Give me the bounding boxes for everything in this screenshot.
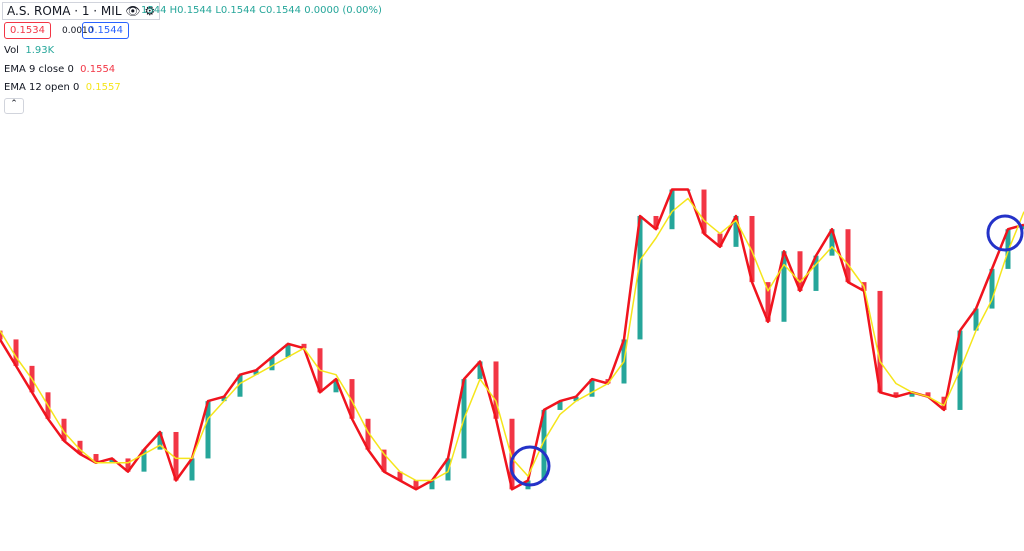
candle-body <box>493 361 499 419</box>
candle-body <box>589 379 595 397</box>
candle-body <box>749 215 755 283</box>
candle-body <box>269 357 275 371</box>
candle-body <box>733 215 739 247</box>
collapse-button[interactable]: ⌃ <box>4 98 24 114</box>
candle-body <box>893 392 899 397</box>
candle-body <box>141 449 147 472</box>
buy-button[interactable]: 0.1544 <box>82 22 129 39</box>
candle-body <box>0 330 3 340</box>
legend-label: EMA 12 open 0 <box>4 82 80 93</box>
legend-ema12: EMA 12 open 0 0.1557 <box>4 82 121 93</box>
candle-body <box>61 418 67 441</box>
candle-body <box>557 401 563 410</box>
candle-body <box>429 480 435 490</box>
candle-body <box>13 339 19 366</box>
highlight-circle <box>986 214 1024 252</box>
symbol[interactable]: A.S. ROMA · 1 · MIL 👁 ⚙ <box>2 2 161 20</box>
candle-body <box>333 379 339 393</box>
candle-body <box>365 418 371 450</box>
candle-body <box>381 449 387 472</box>
candle-body <box>189 458 195 481</box>
legend-vol: Vol 1.93K <box>4 45 54 56</box>
candle-body <box>813 255 819 291</box>
candle-body <box>989 268 995 309</box>
candle-body <box>765 282 771 322</box>
candle-body <box>701 189 707 234</box>
candle-body <box>1021 224 1024 230</box>
candle-body <box>109 458 115 463</box>
symbol-text: A.S. ROMA · 1 · MIL <box>7 4 122 18</box>
candle-body <box>669 189 675 230</box>
highlight-circle <box>509 445 551 487</box>
legend-ema9: EMA 9 close 0 0.1554 <box>4 64 115 75</box>
candle-body <box>717 233 723 247</box>
ohlc: 1544 H0.1544 L0.1544 C0.1544 0.0000 (0.0… <box>141 5 382 16</box>
candle-body <box>637 215 643 340</box>
candle-body <box>397 471 403 481</box>
legend-value: 1.93K <box>25 45 55 56</box>
legend-label: EMA 9 close 0 <box>4 64 74 75</box>
candle-body <box>477 361 483 380</box>
legend-label: Vol <box>4 45 19 56</box>
legend-value: 0.1557 <box>85 82 121 93</box>
candle-body <box>237 374 243 397</box>
candle-body <box>125 458 131 472</box>
candle-body <box>941 396 947 410</box>
ema-line <box>0 188 1024 491</box>
candle-body <box>173 431 179 481</box>
sell-button[interactable]: 0.1534 <box>4 22 51 39</box>
candle-body <box>653 215 659 230</box>
candle-body <box>285 343 291 358</box>
candle-body <box>541 409 547 481</box>
candle-body <box>77 440 83 455</box>
candle-body <box>573 396 579 402</box>
candle-body <box>973 308 979 331</box>
candle-body <box>93 454 99 463</box>
plot <box>0 188 1024 491</box>
candle-body <box>413 480 419 490</box>
candle-body <box>797 251 803 291</box>
settings-icon[interactable]: ⚙ <box>144 4 156 18</box>
candle-body <box>349 379 355 419</box>
spread: 0.0010 <box>62 26 94 36</box>
candle-body <box>845 229 851 283</box>
candle-body <box>221 396 227 402</box>
candle-body <box>925 392 931 397</box>
candle-body <box>877 290 883 393</box>
candle-body <box>509 418 515 490</box>
candle-body <box>829 229 835 256</box>
candle-body <box>301 343 307 349</box>
candle-body <box>253 370 259 375</box>
candle-body <box>909 392 915 397</box>
eye-icon[interactable]: 👁 <box>125 4 141 18</box>
candle-body <box>205 401 211 459</box>
legend-value: 0.1554 <box>80 64 116 75</box>
candle-body <box>781 251 787 322</box>
candle-body <box>157 431 163 450</box>
